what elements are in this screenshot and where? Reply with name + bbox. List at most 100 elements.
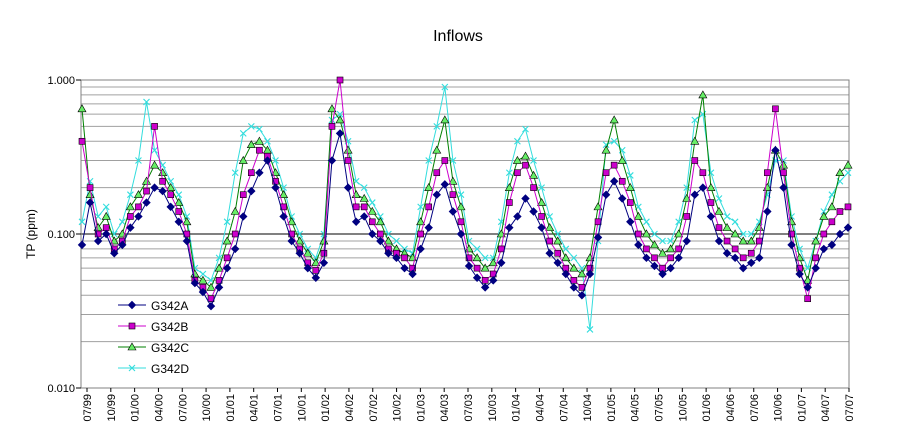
data-point (570, 277, 578, 284)
data-point (811, 263, 820, 273)
data-point (464, 261, 474, 271)
data-point (110, 249, 119, 258)
data-point (828, 218, 836, 226)
data-point (609, 115, 619, 124)
data-point (731, 218, 739, 226)
data-point (223, 254, 231, 262)
data-point (230, 206, 240, 215)
x-tick-label: 10/06 (773, 394, 785, 422)
data-point (651, 254, 658, 262)
data-point (835, 229, 845, 239)
data-point (602, 169, 610, 177)
data-point (311, 273, 321, 282)
data-point (166, 183, 176, 191)
data-point (175, 208, 183, 215)
data-point (739, 254, 747, 262)
data-point (401, 254, 408, 262)
data-point (279, 212, 288, 221)
data-point (674, 229, 684, 238)
x-tick-label: 04/05 (630, 394, 642, 422)
data-point (102, 224, 110, 231)
data-point (393, 237, 400, 245)
data-point (174, 217, 183, 227)
data-point (134, 212, 143, 221)
data-point (730, 253, 740, 263)
data-point (715, 224, 723, 231)
data-point (449, 191, 457, 198)
data-point (417, 230, 424, 238)
data-point (206, 282, 216, 291)
data-point (238, 155, 248, 164)
data-point (159, 177, 166, 185)
data-point (497, 245, 505, 253)
data-point (128, 322, 136, 330)
data-point (343, 183, 353, 192)
data-point (327, 156, 337, 165)
data-point (715, 195, 723, 202)
y-tick-label: 0.010 (47, 383, 75, 395)
data-point (199, 270, 207, 278)
data-point (827, 202, 837, 211)
data-point (626, 199, 634, 206)
data-point (811, 236, 821, 245)
data-point (481, 254, 489, 262)
data-point (303, 248, 313, 257)
data-point (295, 249, 304, 258)
data-point (626, 217, 635, 227)
data-point (520, 151, 530, 160)
data-point (150, 160, 160, 169)
data-point (85, 198, 95, 207)
data-point (723, 237, 731, 245)
data-point (530, 157, 537, 164)
data-point (127, 342, 137, 351)
data-point (827, 240, 837, 250)
data-point (93, 236, 103, 246)
data-point (433, 122, 441, 130)
data-point (246, 140, 256, 149)
data-point (231, 169, 239, 177)
data-point (625, 183, 635, 191)
data-point (271, 183, 280, 192)
data-point (255, 168, 264, 177)
data-point (198, 275, 208, 284)
legend-label: G342A (151, 299, 188, 313)
data-point (311, 258, 321, 267)
y-tick-label: 0.100 (47, 229, 75, 241)
data-point (214, 283, 224, 292)
data-point (432, 145, 442, 154)
legend-label: G342D (151, 362, 189, 376)
data-point (747, 258, 756, 268)
data-point (448, 176, 458, 185)
x-tick-label: 10/04 (582, 394, 594, 422)
data-point (505, 169, 513, 177)
data-point (102, 203, 110, 211)
data-point (601, 145, 611, 154)
data-point (843, 223, 853, 232)
data-point (682, 236, 691, 246)
data-point (746, 236, 756, 245)
data-point (586, 326, 594, 333)
data-point (78, 218, 86, 226)
data-point (256, 146, 263, 154)
data-point (441, 157, 449, 164)
data-point (433, 169, 441, 177)
data-point (522, 125, 529, 133)
data-point (264, 137, 271, 145)
data-point (691, 116, 699, 124)
data-point (183, 213, 191, 220)
data-point (376, 236, 385, 246)
data-point (819, 244, 829, 254)
data-point (239, 191, 247, 198)
data-point (779, 183, 788, 192)
data-point (143, 187, 150, 195)
data-point (141, 176, 152, 185)
data-point (254, 136, 264, 145)
data-point (182, 236, 192, 246)
data-point (667, 237, 674, 245)
data-point (658, 269, 667, 279)
data-point (812, 254, 820, 262)
data-point (118, 240, 127, 250)
data-point (844, 203, 852, 211)
data-point (127, 300, 137, 310)
data-point (610, 161, 618, 169)
